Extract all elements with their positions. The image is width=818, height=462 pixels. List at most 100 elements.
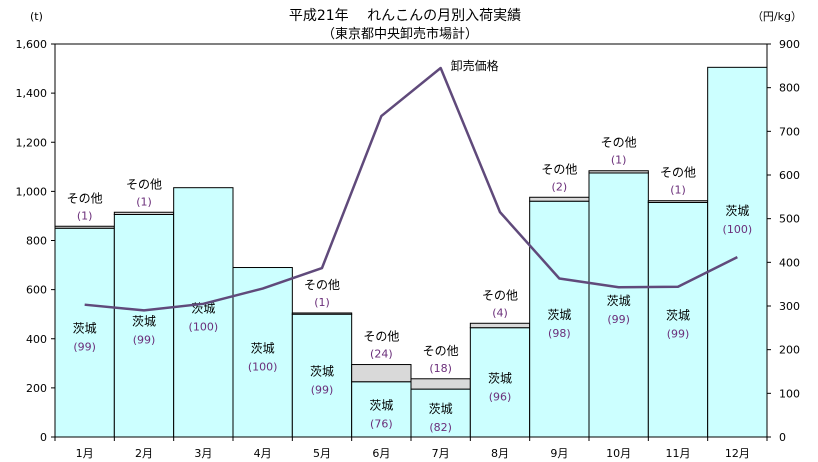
bar-other xyxy=(410,378,471,390)
y-right-tick-label: 300 xyxy=(779,300,800,313)
price-line-label: 卸売価格 xyxy=(451,58,499,73)
bar-label-other: その他 xyxy=(541,162,577,176)
bar-label-ibaraki-pct: (99) xyxy=(667,328,690,341)
x-tick-label: 9月 xyxy=(550,447,568,460)
bar-label-ibaraki-pct: (76) xyxy=(370,417,393,430)
bar-label-other: その他 xyxy=(304,278,340,292)
x-tick-label: 1月 xyxy=(76,447,94,460)
bar-label-ibaraki-pct: (100) xyxy=(723,223,753,236)
y-left-tick-label: 800 xyxy=(26,235,47,248)
bar-label-other-pct: (1) xyxy=(136,195,152,208)
bar-label-other-pct: (1) xyxy=(670,184,686,197)
bar-label-other-pct: (1) xyxy=(77,209,93,222)
bar-label-ibaraki: 茨城 xyxy=(488,371,512,385)
bar-label-ibaraki-pct: (98) xyxy=(548,327,571,340)
y-left-tick-label: 1,000 xyxy=(16,185,48,198)
x-tick-label: 4月 xyxy=(254,447,272,460)
bar-other xyxy=(647,200,709,203)
y-left-tick-label: 1,200 xyxy=(16,136,48,149)
x-tick-label: 11月 xyxy=(666,447,691,460)
bar-label-ibaraki: 茨城 xyxy=(547,308,571,322)
bar-label-other-pct: (1) xyxy=(611,154,627,167)
bar-label-ibaraki: 茨城 xyxy=(251,341,275,355)
y-left-tick-label: 600 xyxy=(26,284,47,297)
bar-label-other: その他 xyxy=(660,166,696,180)
bar-label-other-pct: (2) xyxy=(552,180,568,193)
bar-other xyxy=(351,364,412,383)
bar-other xyxy=(54,225,115,229)
x-tick-label: 3月 xyxy=(194,447,212,460)
chart-title: 平成21年 れんこんの月別入荷実績 xyxy=(289,8,521,24)
bar-label-other: その他 xyxy=(482,288,518,302)
bar-ibaraki xyxy=(113,213,175,438)
y-right-tick-label: 800 xyxy=(779,82,800,95)
bar-label-ibaraki-pct: (96) xyxy=(489,390,512,403)
bar-ibaraki xyxy=(291,313,353,438)
x-tick-label: 5月 xyxy=(313,447,331,460)
bar-label-ibaraki-pct: (99) xyxy=(73,341,96,354)
bar-ibaraki xyxy=(54,227,115,438)
x-tick-label: 8月 xyxy=(491,447,509,460)
bar-label-ibaraki: 茨城 xyxy=(73,322,97,336)
y-right-tick-label: 400 xyxy=(779,256,800,269)
bar-other xyxy=(469,322,531,329)
y-left-tick-label: 200 xyxy=(26,382,47,395)
bar-ibaraki xyxy=(588,172,649,438)
bar-other xyxy=(291,312,353,315)
x-tick-label: 6月 xyxy=(372,447,390,460)
bar-other xyxy=(113,211,175,215)
bar-label-other-pct: (1) xyxy=(314,296,330,309)
bar-label-other: その他 xyxy=(126,177,162,191)
x-tick-label: 10月 xyxy=(606,447,631,460)
x-tick-label: 12月 xyxy=(725,447,750,460)
y-left-tick-label: 1,600 xyxy=(16,38,48,51)
y-right-tick-label: 100 xyxy=(779,387,800,400)
bar-label-ibaraki: 茨城 xyxy=(607,294,631,308)
bar-label-ibaraki-pct: (99) xyxy=(311,384,334,397)
y-right-tick-label: 0 xyxy=(779,431,786,444)
bar-ibaraki xyxy=(410,388,471,438)
bar-label-other: その他 xyxy=(423,344,459,358)
bar-label-ibaraki: 茨城 xyxy=(725,204,749,218)
bar-ibaraki xyxy=(707,66,768,438)
bar-label-ibaraki: 茨城 xyxy=(369,398,393,412)
y-right-tick-label: 200 xyxy=(779,344,800,357)
chart-subtitle: （東京都中央卸売市場計） xyxy=(322,26,478,42)
bar-label-ibaraki-pct: (100) xyxy=(248,360,278,373)
y-right-tick-label: 900 xyxy=(779,38,800,51)
bar-ibaraki xyxy=(232,267,293,438)
bar-other xyxy=(529,196,590,202)
bar-ibaraki xyxy=(469,327,531,438)
bar-ibaraki xyxy=(529,200,590,438)
bar-label-ibaraki-pct: (82) xyxy=(429,421,452,434)
bar-label-other-pct: (18) xyxy=(429,362,452,375)
bar-label-ibaraki-pct: (99) xyxy=(133,334,156,347)
bar-label-other: その他 xyxy=(601,136,637,150)
bar-label-ibaraki: 茨城 xyxy=(310,365,334,379)
bar-label-other-pct: (4) xyxy=(492,306,508,319)
bar-ibaraki xyxy=(647,201,709,438)
y-left-tick-label: 0 xyxy=(40,431,47,444)
y-left-tick-label: 400 xyxy=(26,333,47,346)
bar-label-ibaraki-pct: (100) xyxy=(189,320,219,333)
y-left-tick-label: 1,400 xyxy=(16,87,48,100)
bar-label-other-pct: (24) xyxy=(370,348,393,361)
y-right-tick-label: 600 xyxy=(779,169,800,182)
y-right-tick-label: 700 xyxy=(779,125,800,138)
bar-label-ibaraki: 茨城 xyxy=(666,309,690,323)
bar-label-ibaraki: 茨城 xyxy=(132,315,156,329)
x-tick-label: 7月 xyxy=(432,447,450,460)
bar-ibaraki xyxy=(173,187,234,438)
bar-label-ibaraki: 茨城 xyxy=(429,402,453,416)
y-right-unit: （円/kg） xyxy=(752,10,802,23)
bar-label-ibaraki-pct: (99) xyxy=(607,313,630,326)
y-right-tick-label: 500 xyxy=(779,213,800,226)
bar-label-other: その他 xyxy=(67,191,103,205)
bar-label-other: その他 xyxy=(363,330,399,344)
y-left-unit: (t) xyxy=(30,10,43,23)
bar-other xyxy=(588,170,649,174)
price-line xyxy=(84,66,738,312)
x-tick-label: 2月 xyxy=(135,447,153,460)
